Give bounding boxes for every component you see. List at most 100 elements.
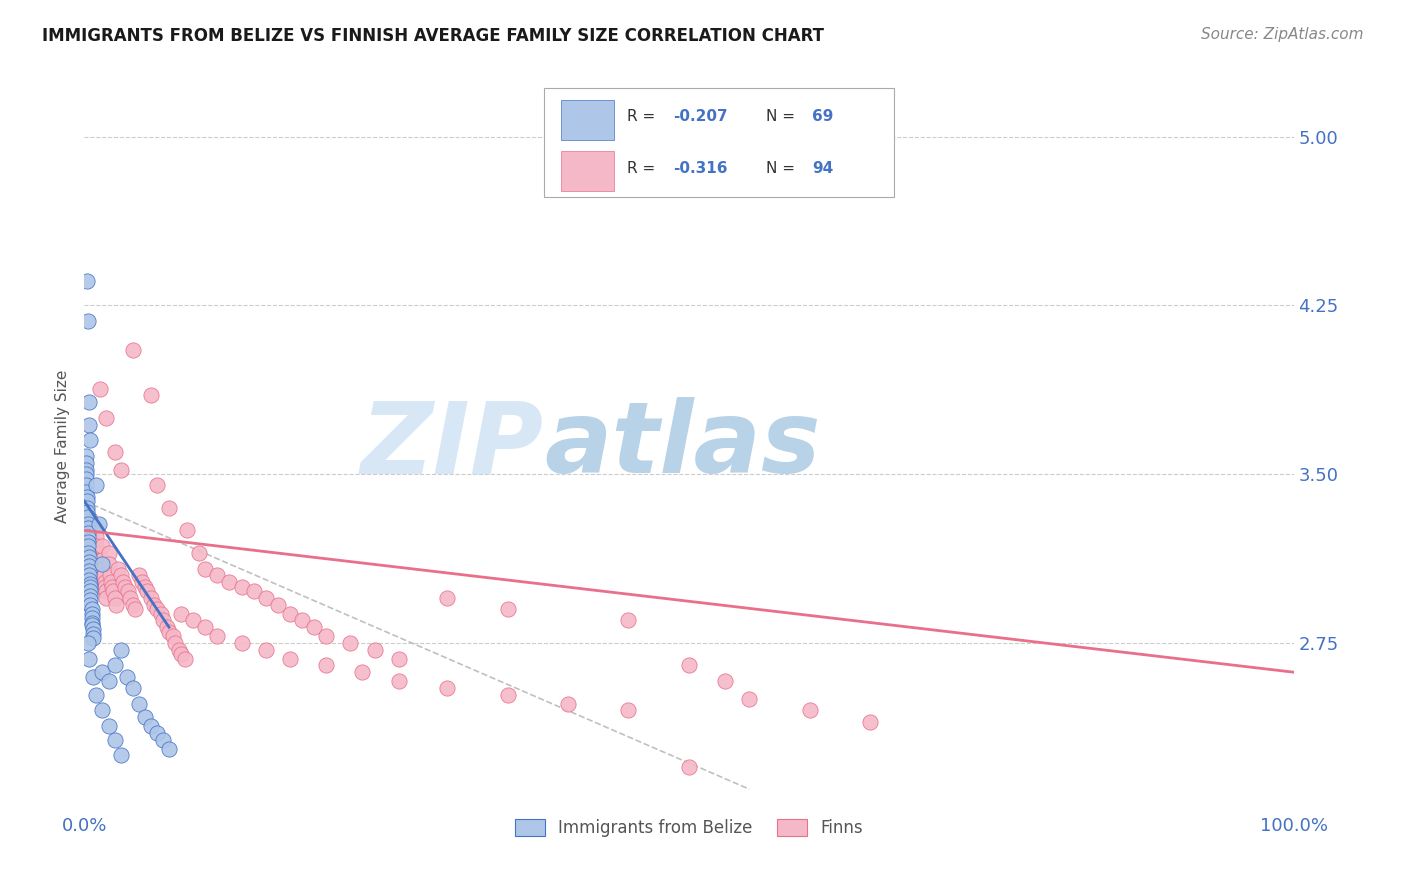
Point [97, 557, 120, 571]
Point [75, 467, 97, 482]
Point [170, 607, 193, 621]
Point [77, 525, 100, 540]
Point [75, 449, 97, 463]
Point [94, 584, 117, 599]
Point [77, 568, 100, 582]
Point [678, 760, 700, 774]
Point [188, 546, 211, 560]
Point [82, 546, 104, 560]
Point [100, 575, 122, 590]
Point [678, 658, 700, 673]
Point [242, 584, 264, 599]
Point [110, 748, 132, 763]
Point [97, 719, 120, 733]
Point [315, 658, 337, 673]
Point [104, 591, 127, 605]
Point [94, 410, 117, 425]
Point [134, 710, 156, 724]
Point [617, 614, 640, 628]
Point [77, 539, 100, 553]
Point [77, 314, 100, 328]
Point [104, 658, 127, 673]
Point [149, 607, 172, 621]
Point [86, 539, 108, 553]
Text: IMMIGRANTS FROM BELIZE VS FINNISH AVERAGE FAMILY SIZE CORRELATION CHART: IMMIGRANTS FROM BELIZE VS FINNISH AVERAG… [42, 27, 824, 45]
Point [82, 623, 104, 637]
Point [80, 524, 103, 538]
Point [104, 732, 127, 747]
Text: atlas: atlas [544, 398, 820, 494]
Legend: Immigrants from Belize, Finns: Immigrants from Belize, Finns [508, 812, 870, 844]
Point [77, 555, 100, 569]
Text: N =: N = [766, 161, 800, 176]
Point [91, 703, 114, 717]
Point [76, 500, 98, 515]
Text: -0.207: -0.207 [673, 110, 728, 124]
Point [77, 573, 100, 587]
Point [194, 562, 217, 576]
Point [121, 343, 143, 358]
Point [139, 591, 162, 605]
Point [91, 557, 114, 571]
Point [86, 530, 108, 544]
Point [77, 521, 100, 535]
Point [86, 478, 108, 492]
Point [76, 494, 98, 508]
Point [121, 681, 143, 695]
Point [101, 580, 124, 594]
Point [84, 568, 107, 582]
FancyBboxPatch shape [544, 87, 894, 197]
Point [267, 598, 290, 612]
Point [436, 591, 458, 605]
Point [76, 274, 98, 288]
Point [278, 651, 301, 665]
Point [388, 674, 411, 689]
Text: ZIP: ZIP [361, 398, 544, 494]
Point [91, 562, 114, 576]
Point [77, 417, 100, 432]
Point [139, 388, 162, 402]
Point [79, 580, 101, 594]
Point [77, 559, 100, 574]
Point [176, 524, 198, 538]
Point [75, 472, 97, 486]
FancyBboxPatch shape [561, 100, 614, 139]
Point [167, 642, 190, 657]
Point [97, 546, 120, 560]
Point [79, 584, 101, 599]
Point [152, 614, 174, 628]
Point [97, 674, 120, 689]
Point [557, 697, 579, 711]
Point [162, 629, 184, 643]
Point [80, 611, 103, 625]
Point [80, 615, 103, 630]
Point [165, 636, 187, 650]
Point [79, 512, 101, 526]
Point [207, 568, 229, 582]
Point [94, 580, 117, 594]
Point [83, 562, 105, 576]
Point [89, 382, 111, 396]
Text: 69: 69 [813, 110, 834, 124]
Point [94, 591, 117, 605]
Point [799, 703, 821, 717]
Point [121, 598, 143, 612]
Point [75, 456, 97, 470]
Y-axis label: Average Family Size: Average Family Size [55, 369, 70, 523]
Point [103, 584, 125, 599]
Point [436, 681, 458, 695]
Point [77, 539, 100, 553]
Point [315, 629, 337, 643]
Point [254, 591, 277, 605]
Point [77, 516, 100, 531]
Point [738, 692, 761, 706]
Point [86, 546, 108, 560]
Point [76, 505, 98, 519]
Point [157, 624, 180, 639]
Point [146, 478, 169, 492]
Point [91, 552, 114, 566]
Point [80, 618, 103, 632]
Point [291, 614, 314, 628]
Point [84, 557, 107, 571]
Point [107, 562, 129, 576]
